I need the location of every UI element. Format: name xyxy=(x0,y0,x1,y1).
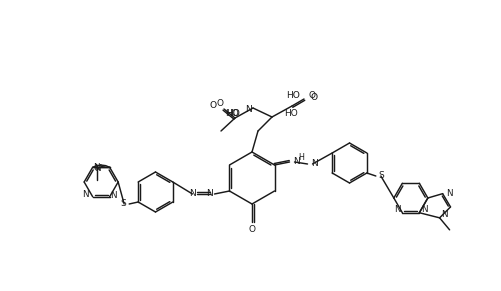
Text: N: N xyxy=(441,210,448,219)
Text: S: S xyxy=(379,171,385,180)
Text: N: N xyxy=(245,104,252,113)
Text: N: N xyxy=(82,190,89,199)
Text: N: N xyxy=(294,157,300,166)
Text: HO: HO xyxy=(226,109,240,118)
Text: O: O xyxy=(216,98,223,107)
Text: O: O xyxy=(309,91,316,100)
Text: N: N xyxy=(206,189,212,198)
Text: N: N xyxy=(93,163,99,172)
Text: N: N xyxy=(95,164,101,173)
Text: N: N xyxy=(110,191,117,200)
Text: O: O xyxy=(311,93,318,102)
Text: HO: HO xyxy=(286,91,300,100)
Text: N: N xyxy=(312,159,318,168)
Text: S: S xyxy=(120,200,126,208)
Text: O: O xyxy=(248,224,256,233)
Text: HO: HO xyxy=(284,109,298,118)
Text: H: H xyxy=(299,152,305,162)
Text: N: N xyxy=(446,189,452,198)
Text: HO: HO xyxy=(225,109,239,118)
Text: N: N xyxy=(421,205,428,214)
Text: O: O xyxy=(210,100,217,109)
Text: N: N xyxy=(189,189,195,198)
Text: N: N xyxy=(394,205,400,214)
